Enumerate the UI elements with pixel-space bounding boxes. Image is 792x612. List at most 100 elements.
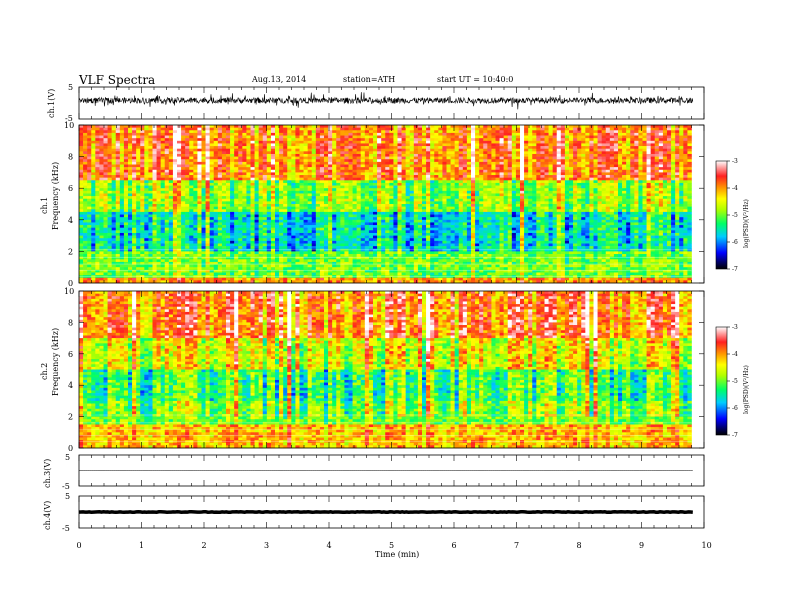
spectrogram-cell <box>83 188 88 192</box>
spectrogram-cell <box>172 248 178 252</box>
spectrogram-cell <box>328 143 333 147</box>
spectrogram-cell <box>254 167 259 171</box>
spectrogram-cell <box>160 196 166 200</box>
spectrogram-cell <box>87 135 92 139</box>
spectrogram-cell <box>344 138 349 142</box>
spectrogram-cell <box>373 219 378 223</box>
spectrogram-cell <box>303 254 308 257</box>
spectrogram-cell <box>299 219 304 223</box>
spectrogram-cell <box>103 125 108 128</box>
spectrogram-cell <box>160 125 166 128</box>
spectrogram-cell <box>397 180 402 184</box>
spectrogram-cell <box>123 211 129 215</box>
spectrogram-cell <box>99 256 104 260</box>
spectrogram-cell <box>168 148 174 152</box>
spectrogram-cell <box>201 214 206 218</box>
spectrogram-cell <box>340 132 345 136</box>
spectrogram-cell <box>148 222 153 226</box>
spectrogram-cell <box>266 217 272 221</box>
spectrogram-cell <box>352 272 357 276</box>
spectrogram-cell <box>152 225 157 228</box>
spectrogram-cell <box>238 261 243 265</box>
spectrogram-cell <box>238 248 243 252</box>
spectrogram-cell <box>226 277 231 281</box>
spectrogram-cell <box>209 138 215 142</box>
spectrogram-cell <box>132 254 137 257</box>
spectrogram-cell <box>279 167 284 171</box>
spectrogram-cell <box>344 146 349 149</box>
spectrogram-cell <box>242 127 247 131</box>
spectrogram-cell <box>299 188 304 192</box>
spectrogram-cell <box>160 151 166 155</box>
spectrogram-cell <box>238 159 243 163</box>
spectrogram-cell <box>405 222 411 226</box>
spectrogram-cell <box>373 235 378 239</box>
spectrogram-cell <box>103 175 108 178</box>
spectrogram-cell <box>262 217 268 221</box>
spectrogram-cell <box>409 177 415 181</box>
spectrogram-cell <box>128 140 133 144</box>
spectrogram-cell <box>364 269 370 273</box>
spectrogram-cell <box>177 225 182 228</box>
spectrogram-cell <box>324 153 329 157</box>
spectrogram-cell <box>160 161 166 165</box>
spectrogram-cell <box>107 177 112 181</box>
spectrogram-cell <box>99 132 104 136</box>
spectrogram-cell <box>311 277 317 281</box>
spectrogram-cell <box>266 167 272 171</box>
spectrogram-cell <box>250 230 255 234</box>
spectrogram-cell <box>262 243 268 247</box>
spectrogram-cell <box>83 127 88 131</box>
spectrogram-cell <box>91 132 96 136</box>
spectrogram-cell <box>287 161 292 165</box>
spectrogram-cell <box>401 161 406 165</box>
spectrogram-cell <box>185 232 190 236</box>
spectrogram-cell <box>303 248 308 252</box>
spectrogram-cell <box>377 130 382 134</box>
spectrogram-cell <box>95 132 100 136</box>
spectrogram-cell <box>393 225 398 228</box>
spectrogram-cell <box>119 167 125 171</box>
spectrogram-cell <box>348 280 353 284</box>
spectrogram-cell <box>185 143 190 147</box>
spectrogram-cell <box>368 238 374 242</box>
spectrogram-cell <box>397 146 402 149</box>
spectrogram-cell <box>115 254 121 257</box>
spectrogram-cell <box>368 182 374 186</box>
spectrogram-cell <box>348 204 353 207</box>
spectrogram-cell <box>156 243 161 247</box>
spectrogram-cell <box>177 246 182 250</box>
spectrogram-cell <box>234 185 239 189</box>
spectrogram-cell <box>332 222 337 226</box>
spectrogram-cell <box>111 254 117 257</box>
spectrogram-cell <box>254 238 259 242</box>
spectrogram-cell <box>307 238 313 242</box>
spectrogram-cell <box>307 272 313 276</box>
spectrogram-cell <box>193 243 198 247</box>
spectrogram-cell <box>115 156 121 160</box>
spectrogram-cell <box>83 198 88 202</box>
spectrogram-cell <box>197 219 202 223</box>
spectrogram-cell <box>401 132 406 136</box>
spectrogram-cell <box>389 251 394 255</box>
spectrogram-cell <box>311 225 317 228</box>
spectrogram-cell <box>128 222 133 226</box>
spectrogram-cell <box>270 148 276 152</box>
spectrogram-cell <box>221 156 227 160</box>
spectrogram-cell <box>99 185 104 189</box>
spectrogram-cell <box>123 161 129 165</box>
spectrogram-cell <box>389 238 394 242</box>
spectrogram-cell <box>332 198 337 202</box>
spectrogram-cell <box>360 272 366 276</box>
spectrogram-cell <box>270 188 276 192</box>
spectrogram-cell <box>307 214 313 218</box>
spectrogram-cell <box>275 261 280 265</box>
spectrogram-cell <box>250 246 255 250</box>
spectrogram-cell <box>344 209 349 213</box>
spectrogram-cell <box>103 156 108 160</box>
spectrogram-cell <box>115 280 121 284</box>
spectrogram-cell <box>352 204 357 207</box>
spectrogram-cell <box>385 267 390 271</box>
spectrogram-cell <box>209 132 215 136</box>
spectrogram-cell <box>140 214 145 218</box>
